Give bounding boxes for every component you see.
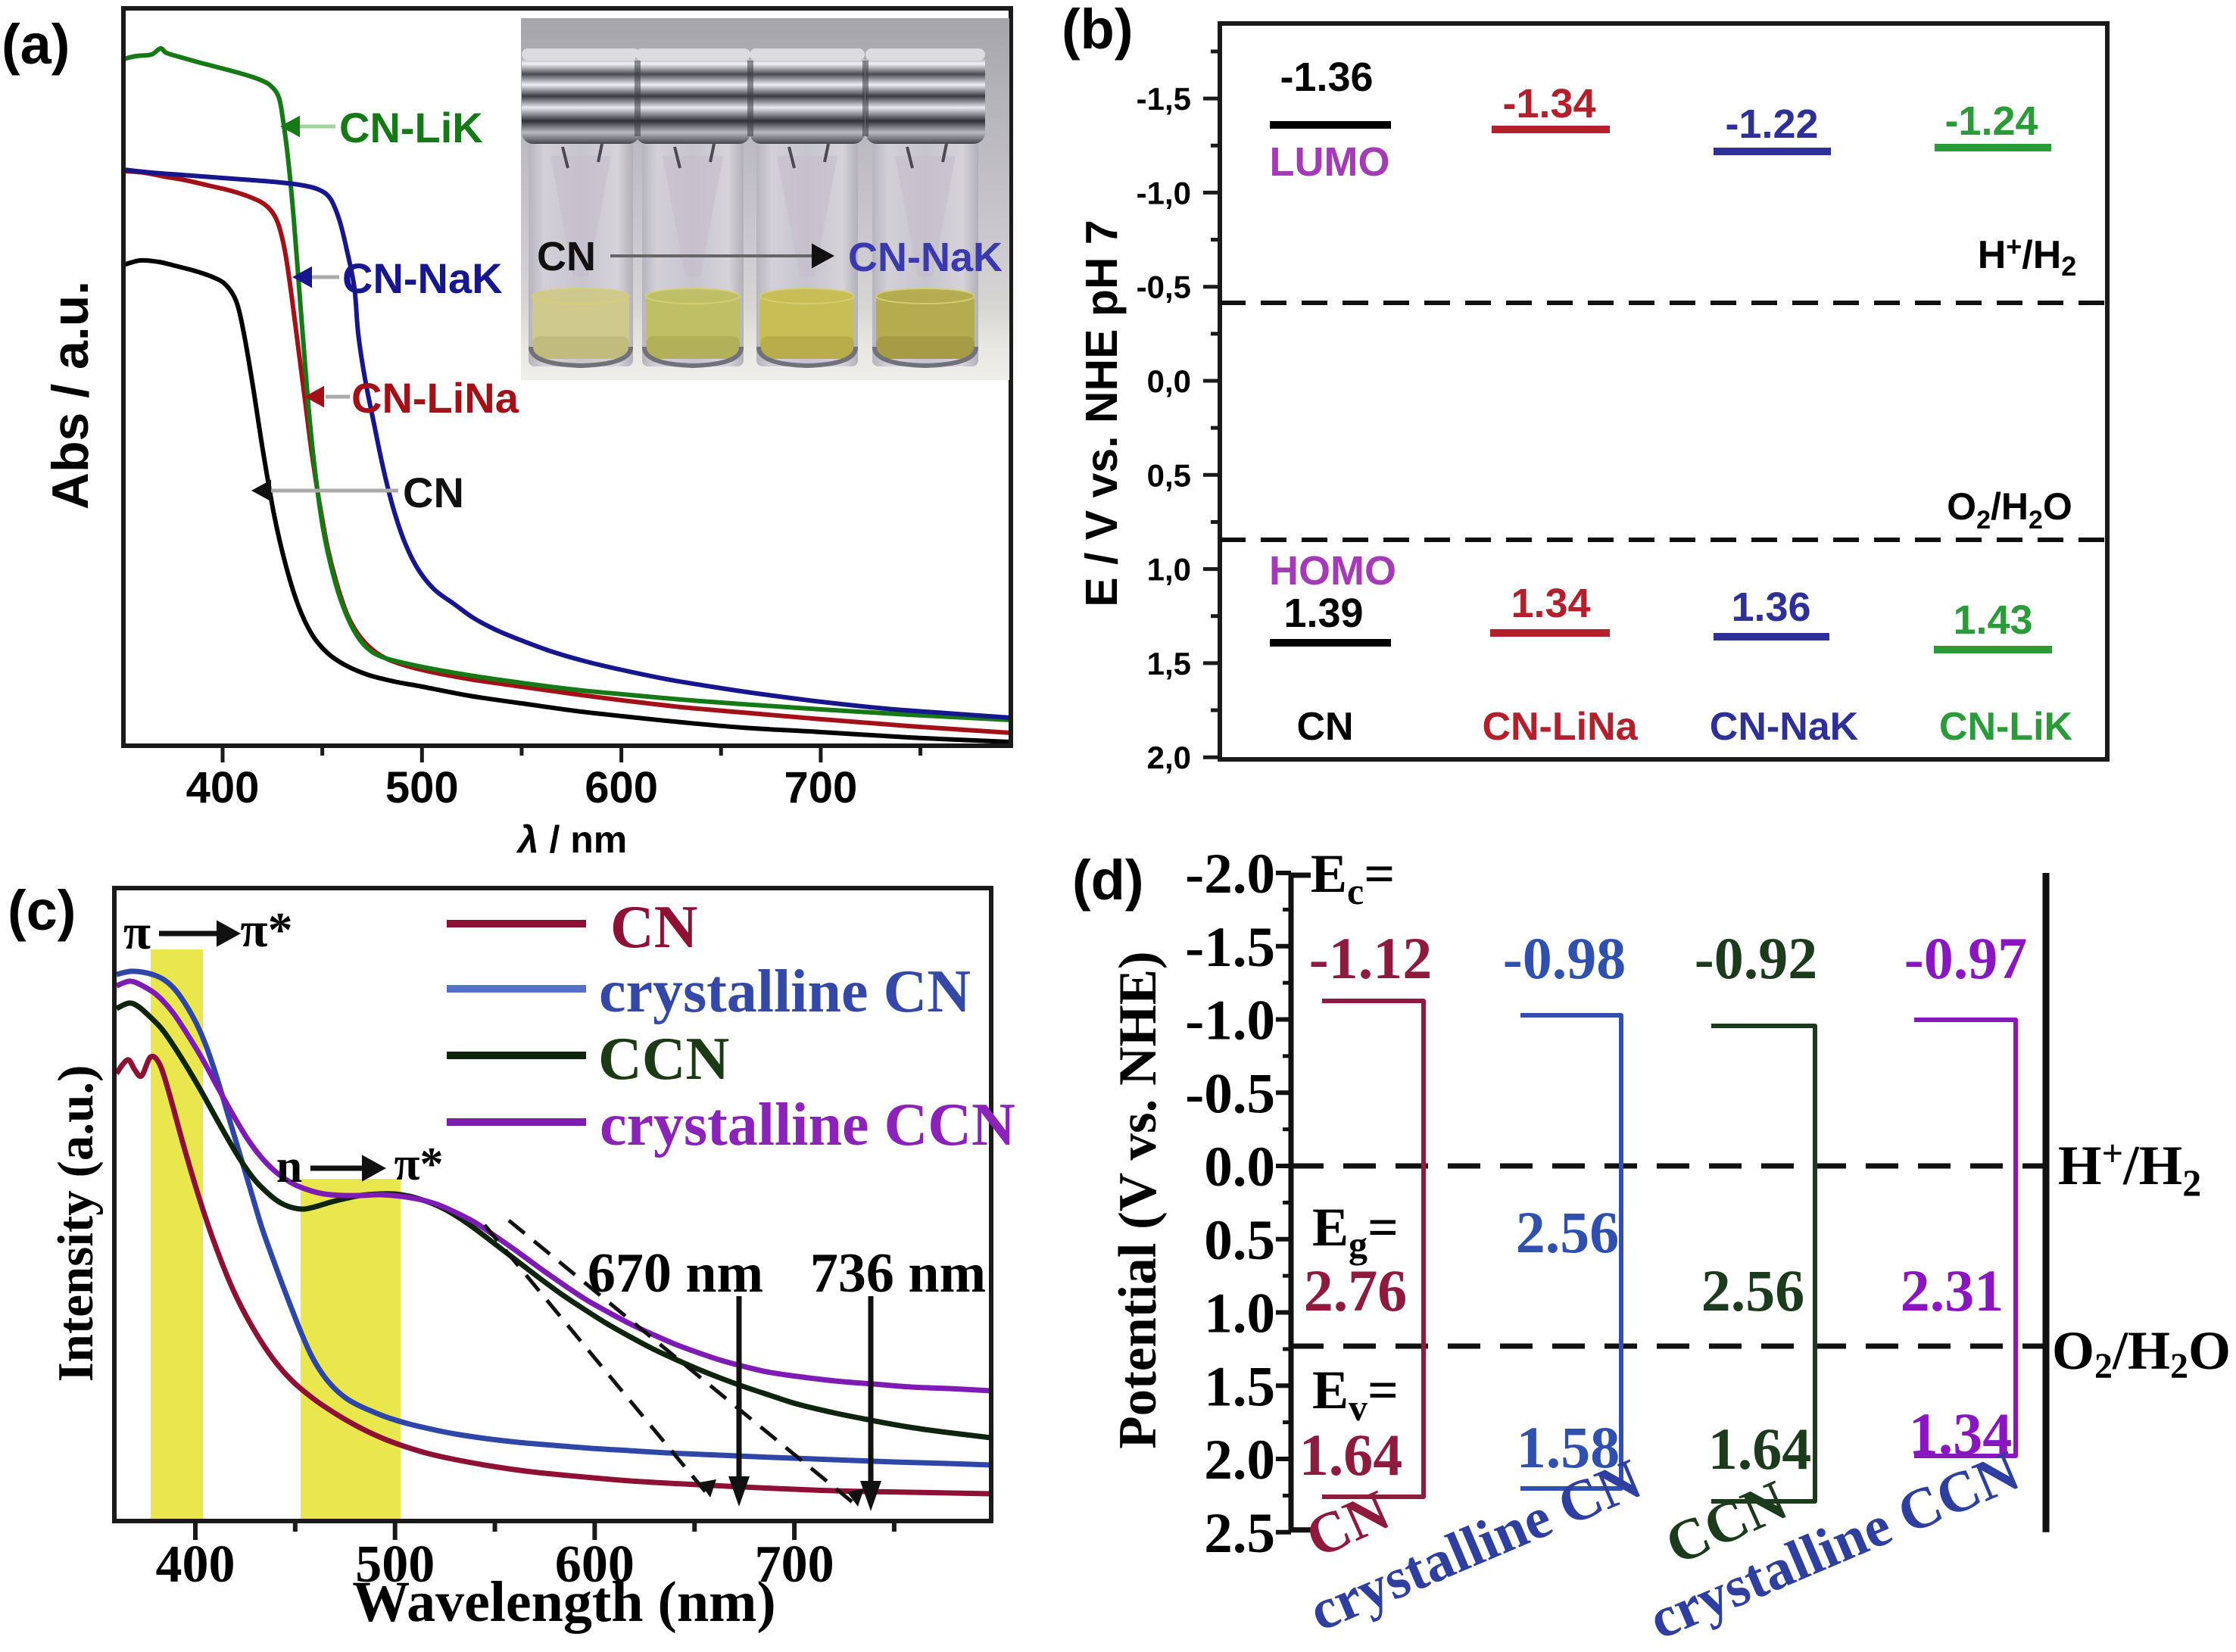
svg-text:CN-NaK: CN-NaK <box>342 254 503 302</box>
svg-text:0,0: 0,0 <box>1147 363 1191 399</box>
svg-text:1,5: 1,5 <box>1147 646 1191 681</box>
svg-text:CN: CN <box>537 234 596 279</box>
svg-text:-1.36: -1.36 <box>1280 55 1373 100</box>
svg-text:Intensity (a.u.): Intensity (a.u.) <box>48 1065 104 1382</box>
svg-text:-1.5: -1.5 <box>1185 916 1275 979</box>
svg-text:-1,0: -1,0 <box>1137 175 1191 210</box>
svg-text:CN: CN <box>403 469 464 516</box>
svg-text:CN-LiK: CN-LiK <box>1939 705 2073 749</box>
svg-text:HOMO: HOMO <box>1269 548 1396 594</box>
svg-text:0,5: 0,5 <box>1147 457 1191 493</box>
svg-text:H+/H2: H+/H2 <box>2058 1132 2201 1204</box>
svg-text:-0.92: -0.92 <box>1695 925 1817 991</box>
svg-text:2.5: 2.5 <box>1204 1502 1275 1565</box>
svg-text:CN-NaK: CN-NaK <box>1710 705 1859 749</box>
svg-text:π*: π* <box>240 902 292 958</box>
svg-text:2.76: 2.76 <box>1304 1258 1408 1323</box>
svg-text:H+/H2: H+/H2 <box>1978 231 2077 282</box>
svg-text:-1,5: -1,5 <box>1137 81 1191 117</box>
svg-text:500: 500 <box>355 1535 435 1594</box>
svg-text:(c): (c) <box>8 879 76 942</box>
svg-text:CN-LiK: CN-LiK <box>339 104 483 151</box>
svg-text:-1.0: -1.0 <box>1185 990 1275 1052</box>
svg-text:Potential (V vs. NHE): Potential (V vs. NHE) <box>1109 951 1168 1448</box>
svg-text:1.58: 1.58 <box>1517 1414 1620 1480</box>
svg-text:Ev=: Ev= <box>1312 1360 1399 1429</box>
svg-text:-0.97: -0.97 <box>1904 925 2027 991</box>
svg-text:-0.5: -0.5 <box>1185 1062 1275 1125</box>
svg-text:π: π <box>123 905 151 960</box>
svg-text:500: 500 <box>385 763 459 812</box>
svg-text:1.43: 1.43 <box>1953 597 2032 643</box>
svg-text:670 nm: 670 nm <box>588 1242 763 1304</box>
svg-text:CN-LiNa: CN-LiNa <box>351 374 519 422</box>
svg-text:(b): (b) <box>1062 0 1134 61</box>
svg-text:Abs / a.u.: Abs / a.u. <box>42 281 99 510</box>
svg-text:1.0: 1.0 <box>1204 1283 1275 1345</box>
svg-text:(a): (a) <box>2 13 70 76</box>
svg-text:crystalline CCN: crystalline CCN <box>600 1092 1015 1158</box>
svg-text:-0.98: -0.98 <box>1503 925 1626 991</box>
svg-text:600: 600 <box>585 763 658 812</box>
svg-text:CN: CN <box>1296 705 1353 749</box>
svg-text:2,0: 2,0 <box>1147 740 1191 775</box>
svg-text:-1.12: -1.12 <box>1309 925 1432 991</box>
svg-text:-0,5: -0,5 <box>1137 270 1191 305</box>
svg-text:1.36: 1.36 <box>1731 584 1810 630</box>
svg-text:600: 600 <box>555 1535 635 1594</box>
svg-text:700: 700 <box>784 763 858 812</box>
svg-text:2.0: 2.0 <box>1204 1429 1275 1491</box>
svg-text:1.64: 1.64 <box>1708 1416 1812 1482</box>
svg-text:Ec=: Ec= <box>1311 843 1395 912</box>
svg-text:n: n <box>276 1141 302 1192</box>
svg-text:-2.0: -2.0 <box>1185 843 1275 905</box>
svg-text:π*: π* <box>394 1139 444 1190</box>
svg-text:-1.34: -1.34 <box>1502 81 1595 126</box>
svg-text:0.0: 0.0 <box>1204 1136 1275 1198</box>
svg-text:E / V vs. NHE pH 7: E / V vs. NHE pH 7 <box>1077 220 1127 607</box>
svg-text:Wavelength (nm): Wavelength (nm) <box>352 1570 775 1634</box>
svg-text:736 nm: 736 nm <box>810 1242 986 1304</box>
svg-text:crystalline CN: crystalline CN <box>599 958 971 1025</box>
svg-text:CN-NaK: CN-NaK <box>848 235 1003 280</box>
svg-text:CN-LiNa: CN-LiNa <box>1482 705 1638 749</box>
svg-text:LUMO: LUMO <box>1270 139 1390 185</box>
svg-text:1.5: 1.5 <box>1204 1355 1275 1418</box>
svg-text:λ / nm: λ / nm <box>516 818 628 861</box>
svg-text:1.34: 1.34 <box>1511 581 1590 626</box>
svg-text:0.5: 0.5 <box>1204 1209 1275 1272</box>
svg-text:O2/H2O: O2/H2O <box>2052 1320 2231 1386</box>
svg-text:CN: CN <box>610 894 698 961</box>
svg-text:Eg=: Eg= <box>1312 1197 1399 1266</box>
svg-text:700: 700 <box>755 1535 834 1594</box>
svg-text:-1.24: -1.24 <box>1944 98 2038 144</box>
svg-text:1.64: 1.64 <box>1299 1422 1403 1488</box>
svg-text:O2/H2O: O2/H2O <box>1947 485 2072 535</box>
svg-text:1,0: 1,0 <box>1147 552 1191 588</box>
svg-text:CCN: CCN <box>598 1026 729 1093</box>
svg-text:(d): (d) <box>1072 849 1144 912</box>
svg-text:2.31: 2.31 <box>1901 1258 2004 1323</box>
svg-text:400: 400 <box>186 763 260 812</box>
svg-text:400: 400 <box>156 1535 235 1594</box>
svg-text:1.34: 1.34 <box>1909 1401 2013 1467</box>
svg-text:-1.22: -1.22 <box>1725 101 1818 147</box>
svg-text:2.56: 2.56 <box>1516 1199 1620 1265</box>
svg-text:2.56: 2.56 <box>1701 1258 1805 1323</box>
svg-text:1.39: 1.39 <box>1283 591 1363 636</box>
